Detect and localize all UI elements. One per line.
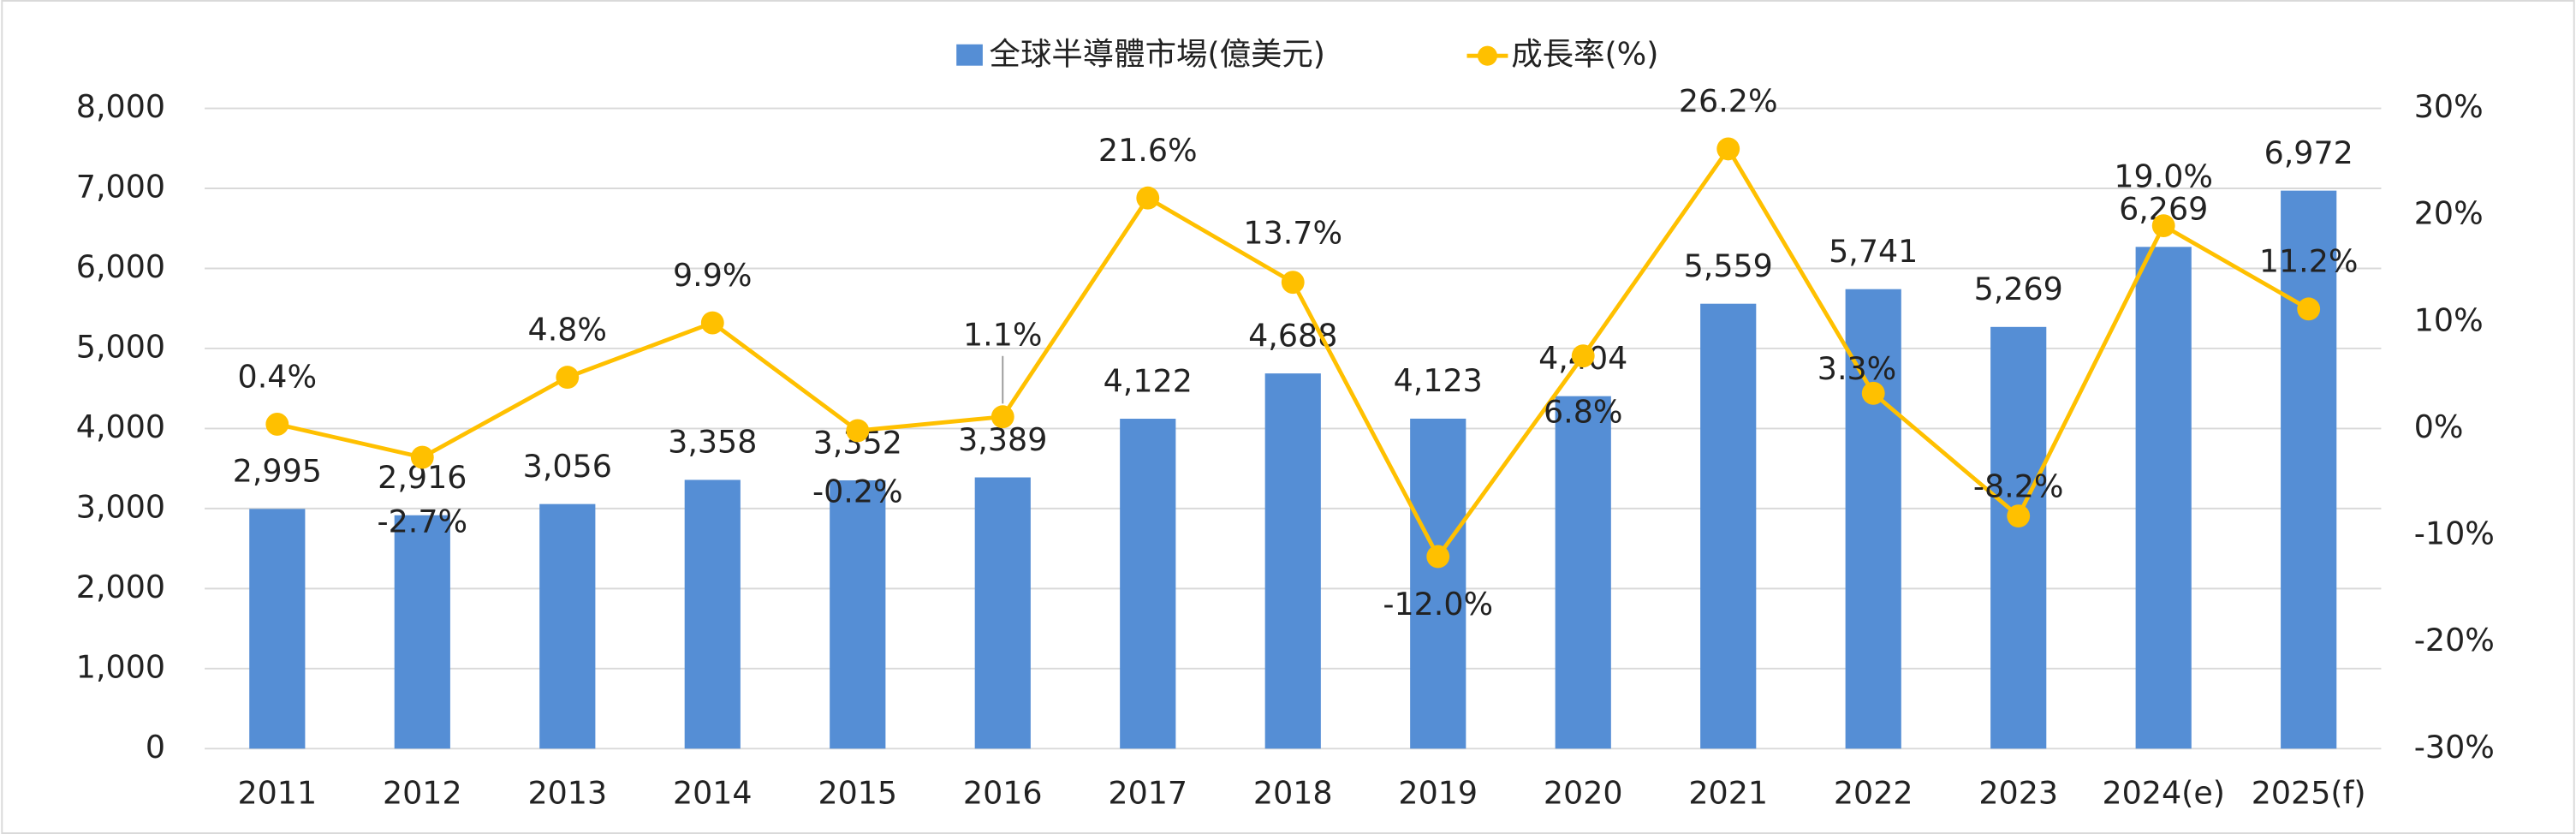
- bar-value-label: 4,688: [1248, 317, 1337, 354]
- x-tick-label: 2024(e): [2102, 774, 2224, 811]
- y2-tick-label: 30%: [2414, 88, 2484, 125]
- y-tick-label: 2,000: [76, 569, 165, 605]
- bar: [249, 509, 306, 749]
- x-tick-label: 2023: [1978, 774, 2058, 811]
- growth-value-label: 3.3%: [1817, 350, 1897, 387]
- y-tick-label: 8,000: [76, 88, 165, 125]
- growth-marker: [1136, 186, 1160, 210]
- bar-value-label: 5,559: [1684, 247, 1773, 284]
- bar: [2281, 190, 2337, 749]
- x-tick-label: 2013: [527, 774, 607, 811]
- bar: [539, 503, 596, 749]
- bar-value-label: 4,122: [1104, 362, 1193, 399]
- growth-marker: [410, 445, 434, 469]
- y-tick-label: 3,000: [76, 488, 165, 525]
- x-tick-label: 2021: [1688, 774, 1768, 811]
- bar-value-label: 5,269: [1974, 271, 2063, 307]
- x-tick-label: 2016: [963, 774, 1043, 811]
- growth-value-label: 13.7%: [1243, 215, 1342, 252]
- bar: [974, 477, 1031, 749]
- legend-swatch: [956, 44, 983, 66]
- y2-tick-label: -30%: [2414, 729, 2495, 765]
- y2-tick-label: 10%: [2414, 301, 2484, 338]
- growth-value-label: 6.8%: [1544, 393, 1622, 430]
- growth-value-label: -0.2%: [812, 473, 903, 509]
- growth-marker: [700, 311, 724, 335]
- y-tick-label: 5,000: [76, 328, 165, 365]
- growth-marker: [1281, 271, 1305, 295]
- x-tick-label: 2020: [1544, 774, 1623, 811]
- y-tick-label: 0: [146, 729, 165, 765]
- growth-value-label: 26.2%: [1679, 83, 1778, 120]
- y2-tick-label: 20%: [2414, 195, 2484, 232]
- y-tick-label: 7,000: [76, 169, 165, 206]
- bar-value-label: 3,056: [523, 448, 612, 485]
- bar: [1264, 373, 1321, 749]
- growth-marker: [846, 419, 870, 443]
- y2-tick-label: 0%: [2414, 408, 2464, 445]
- x-tick-label: 2012: [383, 774, 462, 811]
- x-tick-label: 2011: [237, 774, 317, 811]
- x-tick-label: 2015: [818, 774, 897, 811]
- growth-marker: [556, 366, 580, 390]
- bar: [830, 480, 886, 749]
- legend-swatch: [1477, 45, 1497, 66]
- growth-marker: [1861, 381, 1885, 405]
- bar-value-label: 5,741: [1829, 233, 1918, 270]
- growth-marker: [2151, 214, 2175, 238]
- growth-marker: [1716, 137, 1740, 161]
- bar: [1700, 303, 1757, 749]
- bar-value-label: 6,972: [2264, 134, 2353, 171]
- legend-label: 成長率(%): [1511, 36, 1658, 73]
- x-tick-label: 2018: [1253, 774, 1333, 811]
- y-tick-label: 6,000: [76, 248, 165, 285]
- bar: [394, 515, 450, 749]
- growth-value-label: -2.7%: [377, 503, 467, 539]
- bar: [1990, 326, 2047, 749]
- y2-tick-label: -20%: [2414, 622, 2495, 658]
- x-tick-label: 2025(f): [2252, 774, 2366, 811]
- growth-value-label: 9.9%: [673, 257, 753, 294]
- growth-marker: [1426, 545, 1450, 569]
- x-tick-label: 2017: [1108, 774, 1187, 811]
- growth-value-label: -12.0%: [1383, 586, 1493, 623]
- growth-value-label: 4.8%: [528, 311, 608, 348]
- y2-tick-label: -10%: [2414, 515, 2495, 552]
- growth-value-label: 21.6%: [1098, 132, 1198, 169]
- growth-value-label: -8.2%: [1973, 468, 2064, 505]
- growth-marker: [991, 405, 1014, 429]
- growth-value-label: 11.2%: [2259, 243, 2359, 280]
- bar: [684, 480, 741, 749]
- x-tick-label: 2014: [673, 774, 753, 811]
- growth-marker: [265, 413, 289, 436]
- bar-value-label: 3,358: [668, 424, 757, 461]
- growth-value-label: 19.0%: [2114, 158, 2213, 195]
- growth-marker: [1571, 344, 1595, 368]
- bar: [2135, 247, 2192, 749]
- bar: [1120, 419, 1176, 749]
- x-tick-label: 2019: [1398, 774, 1478, 811]
- legend-label: 全球半導體市場(億美元): [990, 36, 1325, 73]
- growth-value-label: 0.4%: [238, 358, 318, 395]
- bar: [1410, 418, 1466, 749]
- growth-marker: [2297, 297, 2321, 321]
- x-tick-label: 2022: [1834, 774, 1913, 811]
- growth-value-label: 1.1%: [963, 316, 1043, 353]
- bar-value-label: 4,123: [1394, 362, 1483, 399]
- growth-marker: [2007, 504, 2031, 528]
- y-tick-label: 4,000: [76, 408, 165, 445]
- y-tick-label: 1,000: [76, 648, 165, 685]
- bar: [1555, 396, 1611, 749]
- bar-value-label: 2,995: [233, 453, 322, 490]
